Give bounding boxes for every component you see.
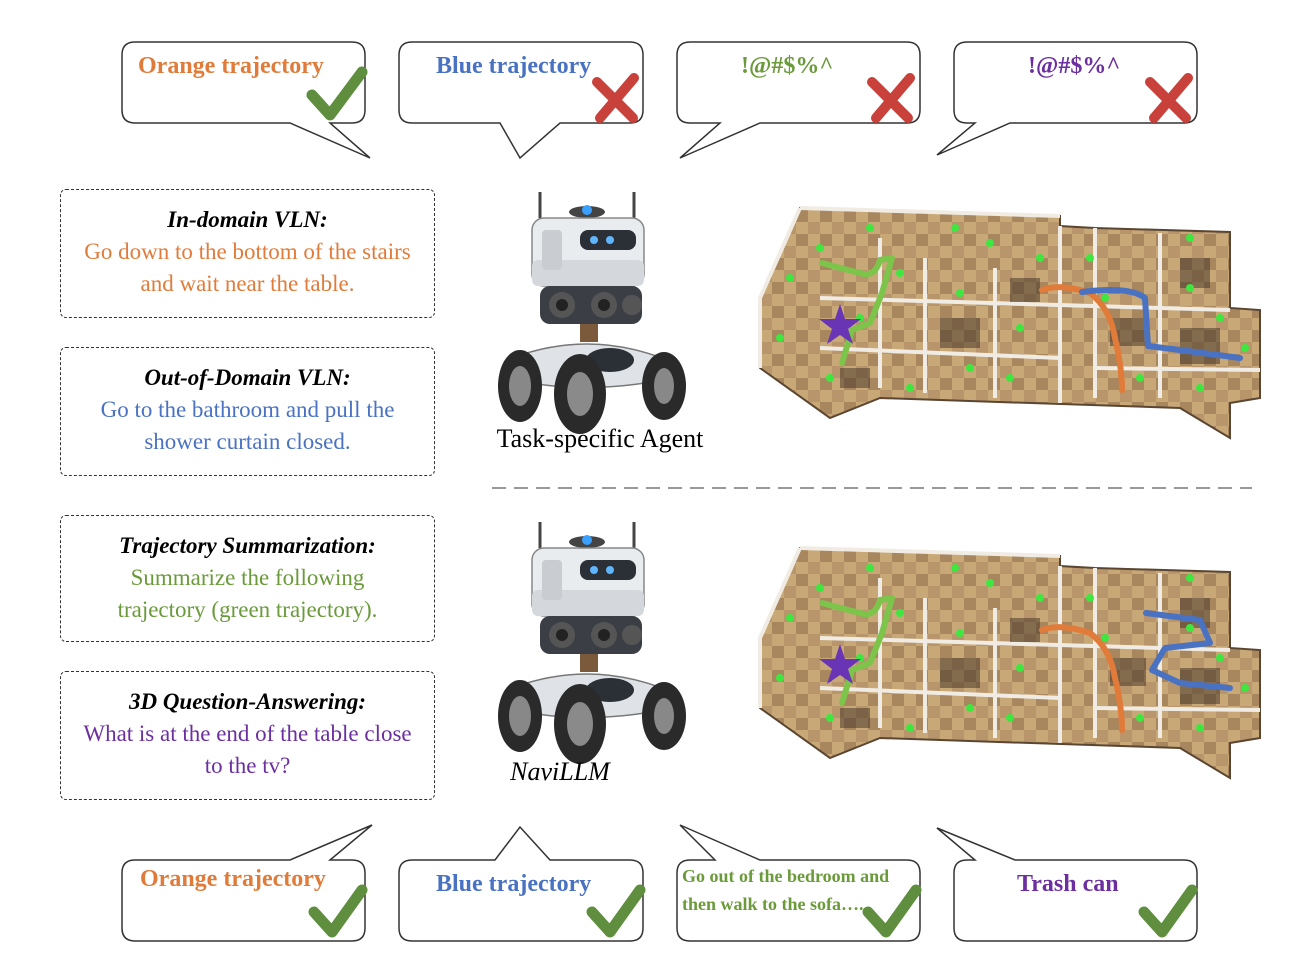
bottom-bubble-1-text: Orange trajectory xyxy=(140,866,326,892)
house-scene-bottom xyxy=(758,546,1262,780)
task-title: Trajectory Summarization: xyxy=(119,533,376,558)
bottom-bubble-4-shape xyxy=(936,827,1198,942)
task-title: Out-of-Domain VLN: xyxy=(144,365,351,390)
check-icon xyxy=(308,884,368,938)
orange-trajectory xyxy=(1039,284,1125,393)
task-box-in-domain-vln: In-domain VLN: Go down to the bottom of … xyxy=(60,189,435,318)
top-bubble-1-text: Orange trajectory xyxy=(138,53,324,79)
orange-trajectory xyxy=(1039,624,1125,733)
task-instruction: Go to the bathroom and pull the shower c… xyxy=(100,397,395,454)
navillm-label: NaviLLM xyxy=(510,757,610,786)
bottom-bubble-2-text: Blue trajectory xyxy=(436,871,592,897)
task-title: In-domain VLN: xyxy=(167,207,328,232)
green-trajectory xyxy=(819,595,895,706)
task-instruction: Summarize the following trajectory (gree… xyxy=(117,565,378,622)
top-bubble-4-text: !@#$%^ xyxy=(1028,53,1121,79)
top-bubble-4-shape xyxy=(936,41,1198,156)
task-title: 3D Question-Answering: xyxy=(128,689,367,714)
check-icon xyxy=(862,884,922,938)
task-box-out-of-domain-vln: Out-of-Domain VLN: Go to the bathroom an… xyxy=(60,347,435,476)
star-icon xyxy=(819,644,861,684)
task-instruction: Go down to the bottom of the stairs and … xyxy=(84,239,411,296)
top-bubble-2-text: Blue trajectory xyxy=(436,53,592,79)
top-bubble-3-shape xyxy=(676,41,921,159)
blue-trajectory xyxy=(1143,610,1233,691)
house-scene-top xyxy=(758,206,1262,440)
green-trajectory xyxy=(819,255,895,366)
task-box-3d-question-answering: 3D Question-Answering: What is at the en… xyxy=(60,671,435,800)
top-bubble-1-shape xyxy=(121,41,371,159)
task-instruction: What is at the end of the table close to… xyxy=(83,721,412,778)
cross-icon xyxy=(1145,73,1193,123)
top-bubble-2-shape xyxy=(398,41,644,160)
check-icon xyxy=(586,884,646,938)
bottom-bubble-3-shape xyxy=(676,824,921,942)
star-icon xyxy=(819,304,861,344)
cross-icon xyxy=(867,73,915,123)
check-icon xyxy=(1138,884,1198,938)
blue-trajectory xyxy=(1079,287,1243,361)
check-icon xyxy=(306,66,368,121)
bottom-bubble-4-text: Trash can xyxy=(1017,871,1119,897)
bottom-bubble-2-shape xyxy=(398,825,644,942)
task-box-trajectory-summarization: Trajectory Summarization: Summarize the … xyxy=(60,515,435,642)
bottom-bubble-3-text: Go out of the bedroom and then walk to t… xyxy=(682,866,890,914)
task-specific-agent-label: Task-specific Agent xyxy=(496,424,704,453)
top-bubble-3-text: !@#$%^ xyxy=(741,53,834,79)
cross-icon xyxy=(592,73,639,123)
